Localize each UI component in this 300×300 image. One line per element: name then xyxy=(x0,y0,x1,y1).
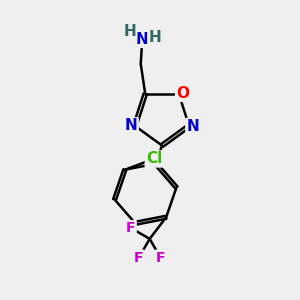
Text: H: H xyxy=(148,30,161,45)
Text: O: O xyxy=(176,86,189,101)
Text: N: N xyxy=(136,32,148,47)
Text: H: H xyxy=(123,24,136,39)
Text: F: F xyxy=(134,250,144,265)
Text: Cl: Cl xyxy=(146,152,162,166)
Text: N: N xyxy=(125,118,138,133)
Text: F: F xyxy=(126,221,136,235)
Text: N: N xyxy=(186,119,199,134)
Text: F: F xyxy=(156,250,165,265)
